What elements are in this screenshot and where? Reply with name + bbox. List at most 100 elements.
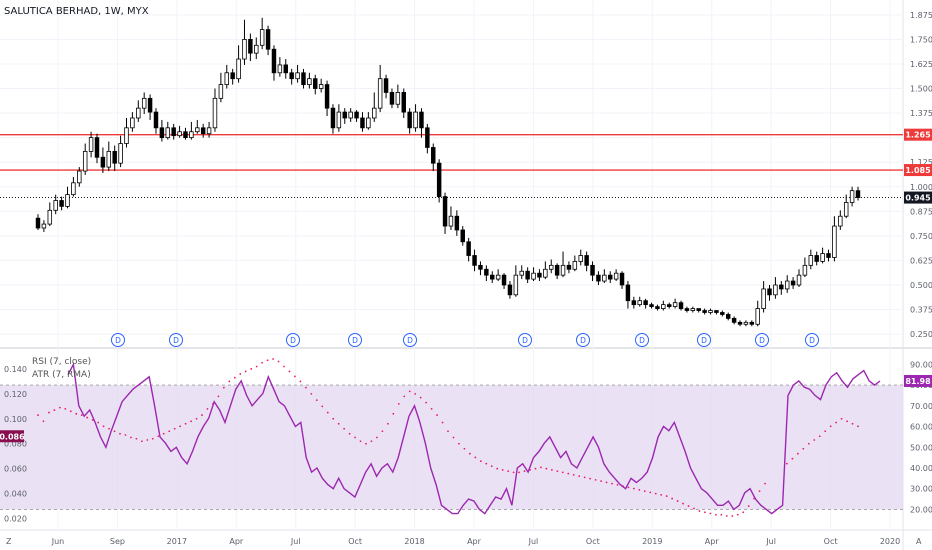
candle [130,117,135,129]
candle [200,127,206,135]
dividend-marker[interactable] [286,333,300,347]
price-tick-label: 1.125 [910,158,932,167]
time-tick-label: Jun [51,537,65,546]
dividend-marker[interactable] [635,333,649,347]
indicator-axis[interactable]: 90.0080.0070.0060.0050.0040.0030.0020.00… [904,360,932,514]
price-axis[interactable]: 1.8751.7501.6251.5001.3751.2501.1251.000… [904,11,932,339]
atr-point [698,510,701,512]
candle [790,280,796,286]
atr-point [310,392,313,395]
atr-point [846,420,848,423]
candle [425,127,430,148]
price-tick-label: 1.500 [910,85,932,94]
candle [254,44,259,54]
atr-point [660,493,663,496]
atr-point [37,414,39,416]
candle [265,29,271,50]
time-tick-label: Apr [229,537,244,546]
atr-point [676,500,679,502]
atr-point [452,436,455,439]
atr-point [605,481,608,484]
time-tick-label: Jul [290,537,301,546]
candle [47,209,53,225]
dividend-marker[interactable] [805,333,819,347]
time-tick-label: Oct [824,537,838,546]
dividend-marker[interactable] [576,333,590,347]
dividend-marker[interactable] [111,333,125,347]
corner-z[interactable]: Z [6,537,12,546]
candle [377,78,383,109]
atr-axis: 0.140 0.120 0.100 0.080 0.060 0.040 0.020 0.086 [0,365,27,524]
candle [248,39,253,54]
candle [195,127,200,133]
candle [749,321,755,325]
rsi-band-fill [0,385,903,510]
candle [413,111,418,129]
atr-point [304,386,307,389]
candle [41,223,47,229]
atr-point [742,511,745,514]
candle [141,97,147,109]
candle [124,127,129,144]
atr-point [518,471,520,474]
dividend-marker[interactable] [348,333,362,347]
atr-point [86,416,89,419]
candle [35,217,41,229]
atr-point [474,456,477,459]
corner-a[interactable]: A [916,537,922,546]
candle [779,284,784,290]
atr-point [403,395,406,398]
dividend-marker[interactable] [403,333,417,347]
price-pane[interactable] [0,0,903,346]
price-tick-label: 1.875 [910,11,932,20]
atr-point [758,490,761,493]
atr-point [294,375,296,378]
atr-point [747,505,750,507]
candle [725,314,731,319]
candle [767,288,772,296]
candle [631,300,637,306]
dividend-marker[interactable] [518,333,532,347]
candle [242,39,247,60]
dividend-marker[interactable] [697,333,711,347]
candle [118,143,123,164]
candle [436,162,442,197]
time-tick-label: 2018 [404,537,424,546]
candle [401,92,406,113]
dividend-label: D [809,336,815,345]
atr-point [359,440,362,443]
candle [708,310,713,313]
candle [501,274,507,286]
time-axis[interactable]: Jun Sep 2017 Apr Jul Oct 2018 Apr Jul Oct 2019 Apr J… [51,537,900,546]
atr-point [496,467,499,470]
atr-point [272,358,274,360]
candle [637,300,642,306]
atr-point [222,386,225,389]
dividend-marker[interactable] [169,333,183,347]
atr-point [58,406,61,409]
atr-point [102,425,105,428]
atr-point [550,469,553,471]
atr-point [348,432,351,435]
time-tick-label: Sep [110,537,125,546]
atr-point [545,467,548,470]
rsi-tick-label: 40.00 [910,464,932,473]
rsi-tick-label: 90.00 [910,360,932,369]
atr-point [419,396,422,399]
atr-point [709,512,712,515]
candle [136,107,141,119]
candle [808,255,814,266]
rsi-line [67,362,881,515]
candle [843,202,849,217]
atr-point [119,432,121,435]
atr-point [326,411,329,414]
atr-point [354,436,356,439]
atr-point [124,434,127,436]
atr-point [556,470,559,473]
price-tick-label: 1.750 [910,35,932,44]
atr-point [736,513,739,516]
atr-point [228,380,231,383]
dividend-marker[interactable] [755,333,769,347]
